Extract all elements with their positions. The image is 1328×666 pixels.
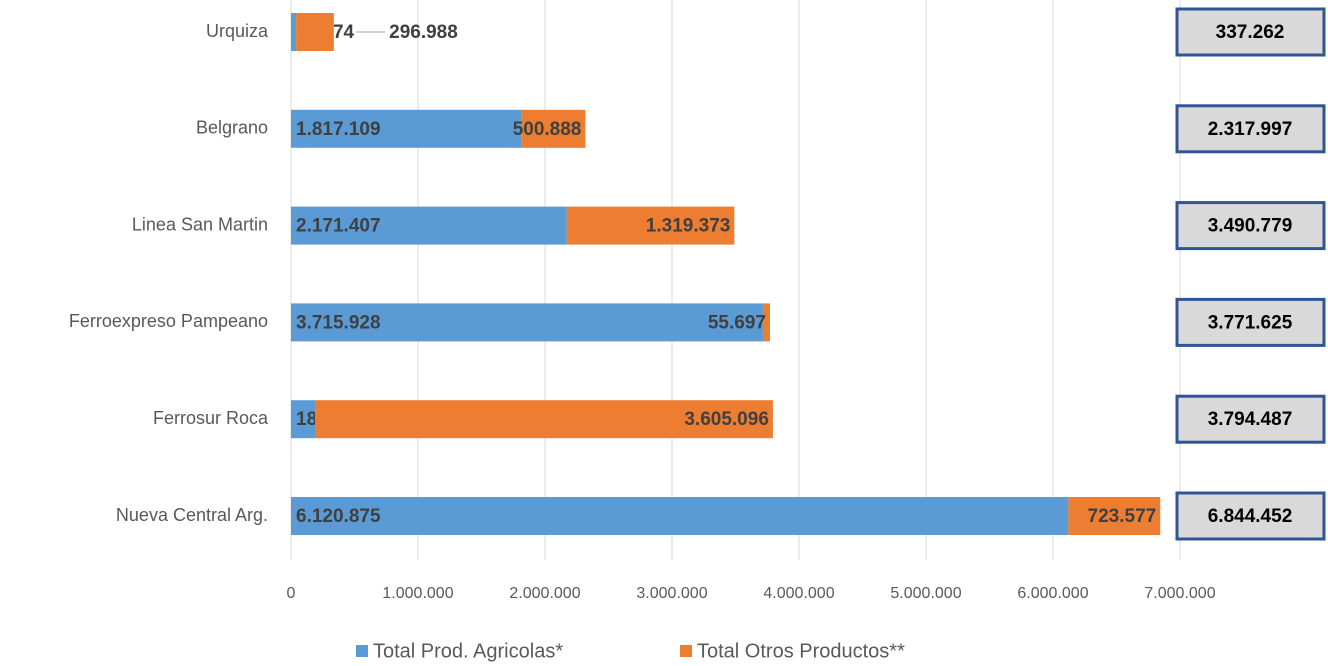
- category-label: Ferrosur Roca: [153, 408, 269, 428]
- total-label: 2.317.997: [1208, 119, 1293, 140]
- value-label: 723.577: [1088, 506, 1157, 527]
- value-label: 1.817.109: [296, 119, 381, 140]
- bar-segment: [1068, 497, 1161, 535]
- x-tick-label: 2.000.000: [509, 585, 580, 602]
- value-label: 3.715.928: [296, 312, 381, 333]
- total-box: [1175, 104, 1326, 154]
- x-tick-label: 5.000.000: [890, 585, 961, 602]
- total-box: [1175, 297, 1326, 347]
- total-label: 3.490.779: [1208, 216, 1293, 237]
- value-label: 6.120.875: [296, 506, 381, 527]
- x-tick-label: 6.000.000: [1017, 585, 1088, 602]
- total-box: [1175, 394, 1326, 444]
- value-label: 2.171.407: [296, 216, 381, 237]
- x-tick-label: 3.000.000: [636, 585, 707, 602]
- value-label: 3.605.096: [684, 409, 769, 430]
- bar-segment: [291, 303, 763, 342]
- total-box: [1175, 491, 1326, 541]
- bar-segment: [566, 206, 735, 245]
- bar-segment: [762, 303, 770, 342]
- legend-swatch: [356, 645, 368, 657]
- x-tick-label: 4.000.000: [763, 585, 834, 602]
- total-label: 3.771.625: [1208, 312, 1293, 333]
- bar-segment: [291, 497, 1069, 535]
- total-label: 337.262: [1216, 22, 1285, 43]
- bar-segment: [521, 109, 586, 148]
- bar-segment: [291, 13, 297, 51]
- value-label: 296.988: [389, 22, 458, 43]
- legend-swatch: [680, 645, 692, 657]
- value-label: 500.888: [513, 119, 582, 140]
- value-label: 1.319.373: [646, 216, 731, 237]
- x-tick-label: 7.000.000: [1144, 585, 1215, 602]
- value-label: 55.697: [708, 312, 766, 333]
- total-label: 3.794.487: [1208, 409, 1293, 430]
- x-tick-label: 1.000.000: [382, 585, 453, 602]
- category-label: Belgrano: [196, 118, 268, 138]
- category-label: Ferroexpreso Pampeano: [69, 311, 268, 331]
- category-label: Nueva Central Arg.: [116, 505, 268, 525]
- total-box: [1175, 201, 1326, 251]
- total-label: 6.844.452: [1208, 506, 1293, 527]
- bar-segment: [315, 400, 773, 439]
- bar-segment: [291, 109, 522, 148]
- bar-segment: [296, 13, 334, 51]
- legend-label: Total Prod. Agricolas*: [373, 640, 563, 662]
- category-label: Linea San Martin: [132, 214, 268, 234]
- category-label: Urquiza: [206, 21, 269, 41]
- x-tick-label: 0: [287, 585, 296, 602]
- bar-segment: [291, 400, 316, 439]
- legend-label: Total Otros Productos**: [697, 640, 905, 662]
- total-box: [1175, 7, 1326, 57]
- bar-segment: [291, 206, 567, 245]
